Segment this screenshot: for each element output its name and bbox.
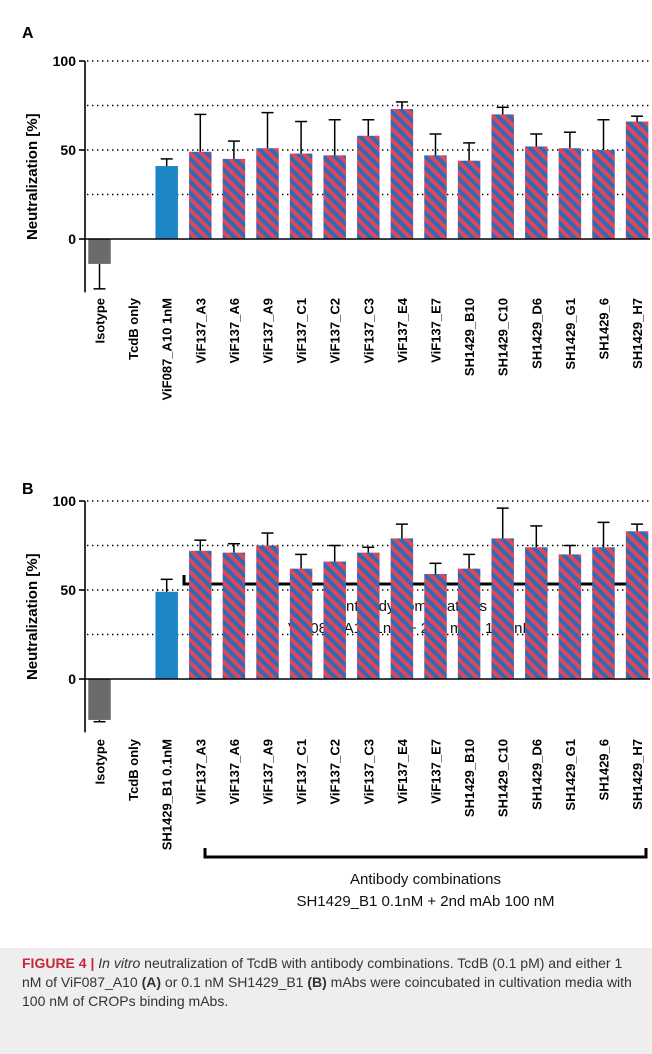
bar [390, 538, 414, 679]
category-label: TcdB only [126, 297, 141, 360]
category-label: ViF137_C3 [361, 298, 376, 364]
caption-figure-label: FIGURE 4 | [22, 955, 95, 971]
y-tick-label: 50 [60, 582, 76, 598]
caption-ref-b: (B) [307, 974, 327, 990]
bar [558, 554, 582, 679]
bar [592, 150, 615, 239]
category-label: ViF087_A10 1nM [160, 298, 175, 400]
y-tick-label: 100 [53, 493, 77, 509]
category-label: ViF137_A3 [193, 298, 208, 364]
bar [424, 155, 447, 239]
bar [457, 160, 481, 239]
y-tick-label: 0 [68, 231, 76, 247]
category-label: SH1429_H7 [630, 298, 645, 369]
figure-caption: FIGURE 4 | In vitro neutralization of Tc… [0, 948, 652, 1054]
caption-part3: mAbs were coincubated in cultivation med… [22, 974, 632, 1009]
category-label: SH1429_B10 [462, 739, 477, 817]
category-label: ViF137_C3 [361, 739, 376, 805]
panel-b: B 0 50 100 Neutralization [%] Isotype TcdB onl… [22, 481, 650, 910]
caption-part1: neutralization of TcdB with antibody com… [22, 955, 623, 990]
bar [625, 121, 649, 239]
bar [88, 239, 111, 264]
caption-italic: In vitro [98, 955, 141, 971]
bar [457, 568, 481, 679]
category-label: Isotype [93, 298, 108, 344]
category-label: ViF137_A9 [261, 298, 276, 364]
y-axis-label: Neutralization [%] [24, 113, 41, 240]
category-label: SH1429_D6 [529, 298, 544, 369]
category-label: ViF137_A6 [227, 739, 242, 805]
bar [491, 538, 514, 679]
panel-letter: A [22, 25, 34, 42]
bar [88, 679, 111, 720]
category-label: ViF137_A3 [193, 739, 208, 805]
bar [592, 547, 615, 679]
category-label: TcdB only [126, 738, 141, 801]
category-label: SH1429_D6 [529, 739, 544, 810]
y-tick-label: 0 [68, 671, 76, 687]
category-label: ViF137_A9 [261, 739, 276, 805]
bar [189, 151, 212, 239]
caption-part2: or 0.1 nM SH1429_B1 [161, 974, 308, 990]
bracket-label-line1: Antibody combinations [350, 871, 501, 888]
bar [155, 591, 178, 679]
category-label: Isotype [93, 739, 108, 785]
combination-bracket [203, 848, 648, 859]
category-label: ViF137_E7 [429, 298, 444, 363]
category-label: ViF137_E7 [429, 739, 444, 804]
bar [256, 148, 279, 239]
bar [222, 552, 246, 679]
bar [323, 155, 346, 239]
category-label: SH1429_B1 0.1nM [160, 739, 175, 850]
bar [189, 550, 212, 679]
bar [256, 545, 279, 679]
bar [390, 109, 414, 239]
category-label: SH1429_B10 [462, 298, 477, 376]
y-tick-label: 100 [53, 53, 77, 69]
bar [155, 166, 178, 239]
category-label: ViF137_C1 [294, 739, 309, 805]
category-label: SH1429_C10 [496, 298, 511, 376]
bar [289, 153, 313, 239]
category-label: ViF137_E4 [395, 738, 410, 804]
category-label: ViF137_E4 [395, 297, 410, 363]
panel-letter: B [22, 481, 34, 498]
y-axis-label: Neutralization [%] [24, 553, 41, 680]
category-label: ViF137_C2 [328, 739, 343, 805]
y-tick-label: 50 [60, 142, 76, 158]
category-label: ViF137_C1 [294, 298, 309, 364]
category-label: SH1429_G1 [563, 739, 578, 811]
category-label: SH1429_6 [597, 298, 612, 359]
bar [558, 148, 582, 239]
bar [424, 573, 447, 679]
category-label: SH1429_G1 [563, 298, 578, 370]
figure-canvas: A 0 50 100 Neutralization [%] Isotype TcdB onl… [22, 25, 650, 910]
category-label: ViF137_A6 [227, 298, 242, 364]
bar [357, 552, 380, 679]
bar [525, 146, 548, 239]
bar [491, 114, 514, 239]
bar [357, 135, 380, 239]
bar [289, 568, 313, 679]
category-label: SH1429_C10 [496, 739, 511, 817]
category-label: SH1429_H7 [630, 739, 645, 810]
bracket-label-line2: SH1429_B1 0.1nM + 2nd mAb 100 nM [296, 893, 554, 910]
category-label: ViF137_C2 [328, 298, 343, 364]
category-label: SH1429_6 [597, 739, 612, 800]
bar [525, 547, 548, 679]
bar [625, 531, 649, 679]
bar [222, 158, 246, 239]
bar [323, 561, 346, 679]
caption-ref-a: (A) [141, 974, 162, 990]
